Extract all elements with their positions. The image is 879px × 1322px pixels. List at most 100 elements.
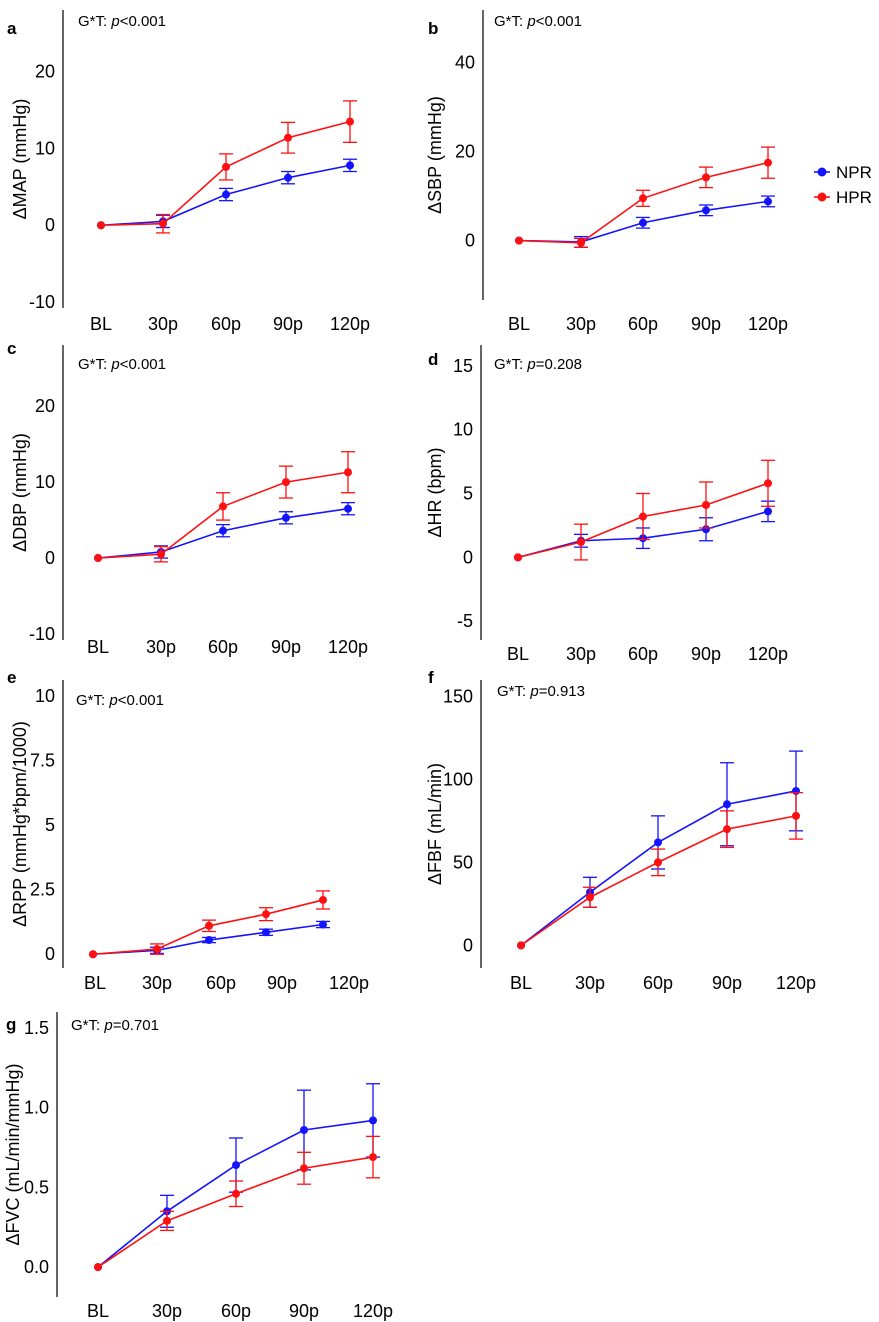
data-point [517,941,525,950]
y-tick-label: 10 [35,138,55,158]
data-point [369,1153,377,1162]
x-tick-label: 90p [691,644,721,664]
panel-letter: e [7,668,16,687]
y-axis-title: ΔHR (bpm) [425,447,445,537]
y-tick-label: 0 [465,231,475,251]
y-tick-label: 50 [453,852,473,872]
x-tick-label: 30p [142,973,172,993]
x-tick-label: BL [84,973,106,993]
panel-letter: f [428,668,434,687]
y-axis-title: ΔRPP (mmHg*bpm/1000) [10,721,30,927]
data-point [586,893,594,902]
y-tick-label: -10 [29,624,55,644]
data-point [346,117,354,126]
data-point [344,468,352,477]
x-tick-label: 30p [148,314,178,334]
series-npr [94,1083,380,1272]
y-tick-label: 10 [35,686,55,706]
y-tick-label: 7.5 [30,750,55,770]
data-point [205,921,213,930]
panel-g: g 0.0 0.5 1.0 1.5 ΔFVC (mL/min/mmHg) G*T: p=0.… [3,1012,393,1321]
interaction-p-value: G*T: p=0.208 [494,356,582,373]
y-tick-label: 1.0 [24,1098,49,1118]
data-point [723,825,731,834]
data-point [282,513,290,522]
data-point [300,1125,308,1134]
interaction-p-value: G*T: p<0.001 [78,13,166,30]
y-tick-label: 0 [45,548,55,568]
panel-letter: d [428,350,438,369]
x-tick-label: 60p [643,973,673,993]
interaction-p-value: G*T: p=0.913 [497,683,585,700]
y-axis-title: ΔMAP (mmHg) [10,99,30,220]
y-tick-label: 0.0 [24,1257,49,1277]
data-point [219,502,227,511]
data-point [89,950,97,959]
x-tick-label: 30p [575,973,605,993]
legend-label: HPR [836,188,872,207]
data-point [654,838,662,847]
x-tick-label: 30p [152,1301,182,1321]
y-tick-label: 0.5 [24,1177,49,1197]
data-point [764,507,772,516]
y-tick-label: 40 [455,53,475,73]
data-point [94,554,102,563]
x-tick-label: BL [87,637,109,657]
data-point [262,928,270,937]
data-point [702,173,710,182]
y-tick-label: 10 [453,420,473,440]
x-tick-label: 60p [206,973,236,993]
data-point [284,173,292,182]
y-tick-label: 15 [453,356,473,376]
x-tick-label: 30p [566,644,596,664]
x-tick-label: BL [507,644,529,664]
x-tick-label: BL [87,1301,109,1321]
panel-letter: a [7,19,17,38]
data-point [282,478,290,487]
x-tick-label: 90p [267,973,297,993]
data-point [94,1263,102,1272]
y-tick-label: 100 [443,769,473,789]
x-tick-label: BL [90,314,112,334]
panel-letter: b [428,19,438,38]
y-tick-label: 0 [45,215,55,235]
legend-label: NPR [836,163,872,182]
x-tick-label: 60p [628,644,658,664]
y-tick-label: 2.5 [30,880,55,900]
series-hpr [89,890,330,959]
x-tick-label: BL [510,973,532,993]
y-tick-label: 0 [463,547,473,567]
data-point [514,553,522,562]
x-tick-label: 90p [273,314,303,334]
x-tick-label: 120p [776,973,816,993]
panel-d: d -5 0 5 10 15 ΔHR (bpm) G*T: p=0.208 BL 30p 60p 90… [425,345,788,664]
y-tick-label: 5 [463,484,473,504]
x-tick-label: 120p [329,973,369,993]
data-point [764,158,772,167]
legend-item-npr: NPR [814,163,872,182]
x-tick-label: 60p [208,637,238,657]
y-tick-label: 0 [463,935,473,955]
y-tick-label: -10 [29,292,55,312]
y-tick-label: 150 [443,686,473,706]
x-tick-label: 90p [691,314,721,334]
series-npr [94,501,355,563]
series-npr [515,195,775,248]
y-tick-label: 10 [35,472,55,492]
data-point [157,550,165,559]
y-tick-label: 20 [35,396,55,416]
x-tick-label: 90p [271,637,301,657]
legend-item-hpr: HPR [814,188,872,207]
interaction-p-value: G*T: p=0.701 [71,1017,159,1034]
interaction-p-value: G*T: p<0.001 [76,692,164,709]
data-point [232,1161,240,1170]
x-tick-label: 90p [712,973,742,993]
data-point [159,219,167,228]
series-hpr [517,791,803,950]
series-hpr [94,451,355,563]
series-hpr [514,459,775,562]
y-tick-label: 5 [45,815,55,835]
